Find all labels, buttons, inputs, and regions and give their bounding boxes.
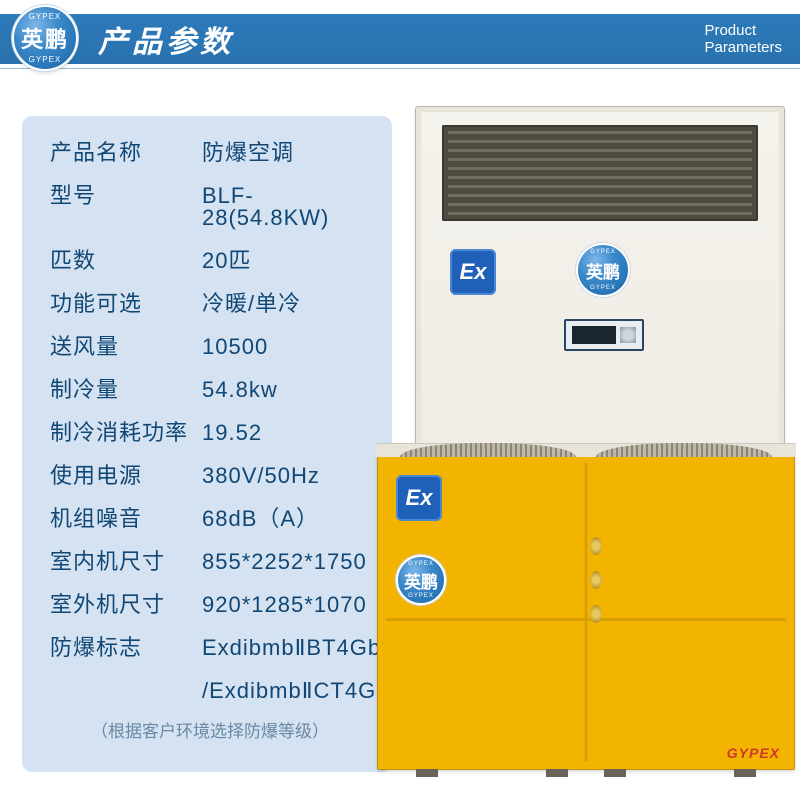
logo-arc-top: GYPEX xyxy=(590,249,616,255)
spec-row: 制冷量54.8kw xyxy=(50,379,370,401)
spec-row: /ExdibmbⅡCT4Gb xyxy=(50,680,370,702)
title-bar: 产品参数 Product Parameters xyxy=(0,14,800,64)
spec-label: 产品名称 xyxy=(50,142,198,164)
brand-logo-small: GYPEX 英鹏 GYPEX xyxy=(396,555,446,605)
spec-row: 匹数20匹 xyxy=(50,250,370,272)
logo-text: 英鹏 xyxy=(404,568,438,593)
spec-label: 室内机尺寸 xyxy=(50,551,198,573)
spec-row: 送风量10500 xyxy=(50,336,370,358)
outdoor-unit: Ex GYPEX 英鹏 GYPEX GYPEX xyxy=(377,454,795,770)
ex-badge-icon: Ex xyxy=(396,475,442,521)
spec-value: 380V/50Hz xyxy=(198,465,370,487)
title-cn: 产品参数 xyxy=(98,17,234,61)
spec-value: 920*1285*1070 xyxy=(198,594,370,616)
spec-value: 10500 xyxy=(198,336,370,358)
spec-value: 54.8kw xyxy=(198,379,370,401)
foot xyxy=(604,769,626,777)
logo-arc-top: GYPEX xyxy=(29,12,62,21)
header: 产品参数 Product Parameters GYPEX 英鹏 GYPEX xyxy=(0,0,800,75)
title-underline xyxy=(0,68,800,69)
logo-arc-bottom: GYPEX xyxy=(590,285,616,291)
spec-row: 产品名称防爆空调 xyxy=(50,142,370,164)
spec-label xyxy=(50,680,198,702)
spec-label: 使用电源 xyxy=(50,465,198,487)
spec-row: 室外机尺寸920*1285*1070 xyxy=(50,594,370,616)
brand-logo: GYPEX 英鹏 GYPEX xyxy=(12,5,78,71)
spec-row: 使用电源380V/50Hz xyxy=(50,465,370,487)
logo-arc-top: GYPEX xyxy=(408,561,434,567)
spec-value: 855*2252*1750 xyxy=(198,551,370,573)
spec-label: 匹数 xyxy=(50,250,198,272)
spec-value: ExdibmbⅡBT4Gb xyxy=(198,637,381,659)
panel-divider xyxy=(585,463,588,761)
logo-text: 英鹏 xyxy=(21,22,69,54)
spec-label: 室外机尺寸 xyxy=(50,594,198,616)
brand-logo-small: GYPEX 英鹏 GYPEX xyxy=(576,243,630,297)
valve-icon xyxy=(590,571,602,589)
spec-label: 防爆标志 xyxy=(50,637,198,659)
vent-grille xyxy=(442,125,758,221)
spec-value: BLF-28(54.8KW) xyxy=(198,185,370,229)
title-en-line1: Product xyxy=(704,22,782,39)
foot xyxy=(416,769,438,777)
foot xyxy=(734,769,756,777)
title-en-line2: Parameters xyxy=(704,39,782,56)
spec-value: 68dB（A） xyxy=(198,508,370,530)
spec-label: 功能可选 xyxy=(50,293,198,315)
panel-divider xyxy=(386,618,786,621)
spec-value: /ExdibmbⅡCT4Gb xyxy=(198,680,389,702)
spec-value: 19.52 xyxy=(198,422,370,444)
spec-row: 机组噪音68dB（A） xyxy=(50,508,370,530)
title-en: Product Parameters xyxy=(704,22,782,57)
product-area: Ex GYPEX 英鹏 GYPEX Ex GYPEX 英鹏 GYPEX GYPE… xyxy=(395,106,795,766)
spec-label: 型号 xyxy=(50,185,198,229)
spec-row: 型号BLF-28(54.8KW) xyxy=(50,185,370,229)
valve-icon xyxy=(590,537,602,555)
gypex-mark: GYPEX xyxy=(727,745,780,761)
spec-value: 冷暖/单冷 xyxy=(198,293,370,315)
spec-row: 制冷消耗功率19.52 xyxy=(50,422,370,444)
spec-value: 20匹 xyxy=(198,250,370,272)
logo-text: 英鹏 xyxy=(586,258,620,283)
spec-label: 送风量 xyxy=(50,336,198,358)
spec-label: 制冷消耗功率 xyxy=(50,422,198,444)
spec-row: 防爆标志ExdibmbⅡBT4Gb xyxy=(50,637,370,659)
valve-icon xyxy=(590,605,602,623)
foot xyxy=(546,769,568,777)
spec-row: 功能可选冷暖/单冷 xyxy=(50,293,370,315)
spec-row: 室内机尺寸855*2252*1750 xyxy=(50,551,370,573)
logo-arc-bottom: GYPEX xyxy=(29,55,62,64)
ex-badge-icon: Ex xyxy=(450,249,496,295)
logo-arc-bottom: GYPEX xyxy=(408,593,434,599)
spec-note: （根据客户环境选择防爆等级） xyxy=(50,717,370,742)
spec-panel: 产品名称防爆空调 型号BLF-28(54.8KW) 匹数20匹 功能可选冷暖/单… xyxy=(22,116,392,772)
control-panel-icon xyxy=(564,319,644,351)
spec-label: 制冷量 xyxy=(50,379,198,401)
spec-label: 机组噪音 xyxy=(50,508,198,530)
spec-value: 防爆空调 xyxy=(198,142,370,164)
